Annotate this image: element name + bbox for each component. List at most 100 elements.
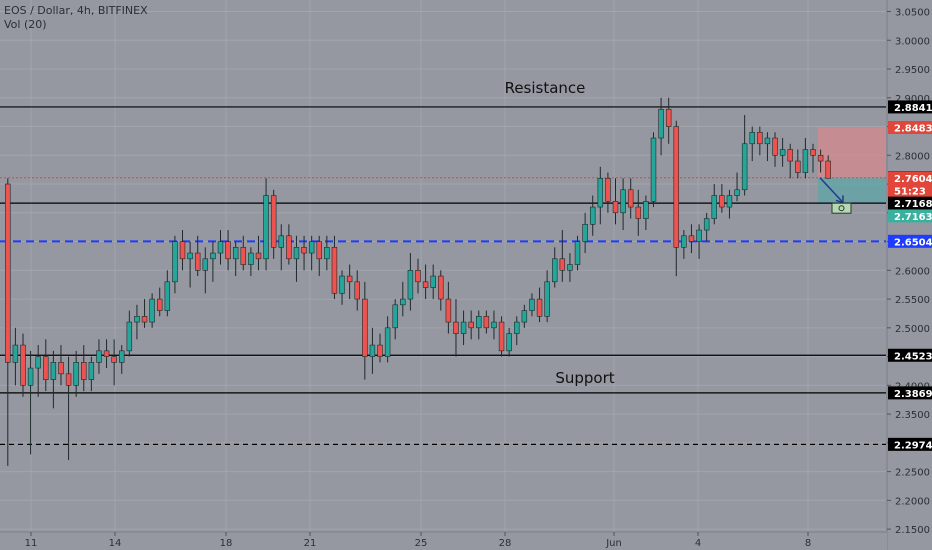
candle[interactable] <box>741 115 748 196</box>
price-label[interactable]: 2.8483 <box>888 121 932 135</box>
candle[interactable] <box>331 235 338 300</box>
candle[interactable] <box>316 235 322 277</box>
candle[interactable] <box>73 350 79 397</box>
candle[interactable] <box>779 138 786 167</box>
candle[interactable] <box>491 310 497 340</box>
candle[interactable] <box>210 241 216 282</box>
candle[interactable] <box>50 350 57 409</box>
candle[interactable] <box>703 212 710 242</box>
candle[interactable] <box>149 293 155 328</box>
candle[interactable] <box>460 310 467 346</box>
candle[interactable] <box>696 224 702 259</box>
candle[interactable] <box>232 241 239 277</box>
candle[interactable] <box>96 339 102 374</box>
candle[interactable] <box>164 270 171 317</box>
candle[interactable] <box>194 235 201 277</box>
candle[interactable] <box>544 270 550 323</box>
candle[interactable] <box>810 143 816 173</box>
volume-indicator-label[interactable]: Vol (20) <box>4 18 47 31</box>
price-label[interactable]: 2.6504 <box>888 234 932 249</box>
candle[interactable] <box>187 241 193 288</box>
candle[interactable] <box>643 195 649 231</box>
candle[interactable] <box>597 166 604 225</box>
candle[interactable] <box>673 120 680 277</box>
candle[interactable] <box>58 345 64 386</box>
candle[interactable] <box>438 270 444 311</box>
candle[interactable] <box>726 189 733 219</box>
candle[interactable] <box>362 281 368 380</box>
candle[interactable] <box>688 224 695 254</box>
candle[interactable] <box>711 184 717 225</box>
candle[interactable] <box>12 327 19 386</box>
symbol-label[interactable]: EOS / Dollar, 4h, BITFINEX <box>4 4 148 17</box>
candle[interactable] <box>795 149 801 179</box>
candle[interactable] <box>308 235 315 271</box>
candle[interactable] <box>536 287 543 323</box>
candle[interactable] <box>240 235 247 271</box>
annotation-label[interactable]: Support <box>555 369 614 387</box>
candle[interactable] <box>141 299 148 328</box>
candle[interactable] <box>749 126 755 162</box>
projection-arrow[interactable] <box>819 177 843 202</box>
candle[interactable] <box>293 235 300 282</box>
candle[interactable] <box>88 356 95 392</box>
candle[interactable] <box>324 235 330 271</box>
candle[interactable] <box>217 230 224 265</box>
candle[interactable] <box>582 212 588 254</box>
candle[interactable] <box>612 178 619 225</box>
candle[interactable] <box>339 270 345 305</box>
candle[interactable] <box>369 327 376 374</box>
candle[interactable] <box>627 178 634 219</box>
candle[interactable] <box>658 97 664 156</box>
candle[interactable] <box>248 247 254 277</box>
candle[interactable] <box>5 178 11 466</box>
candle[interactable] <box>468 310 474 340</box>
candle[interactable] <box>422 264 429 300</box>
candle[interactable] <box>506 327 512 357</box>
candle[interactable] <box>802 138 809 179</box>
candle[interactable] <box>552 247 558 288</box>
price-label[interactable]: 2.3869 <box>888 386 932 400</box>
candle[interactable] <box>172 235 178 294</box>
price-label[interactable]: 2.7163 <box>888 209 932 223</box>
candle[interactable] <box>156 287 163 317</box>
candle[interactable] <box>521 304 528 328</box>
candle[interactable] <box>483 310 490 334</box>
candle[interactable] <box>270 189 277 259</box>
candle[interactable] <box>202 247 209 294</box>
candle[interactable] <box>476 310 482 340</box>
candle[interactable] <box>430 264 436 300</box>
candle[interactable] <box>263 178 269 271</box>
candle[interactable] <box>301 235 307 271</box>
candle[interactable] <box>567 253 573 282</box>
candle[interactable] <box>757 126 763 156</box>
annotation-label[interactable]: Resistance <box>505 79 586 97</box>
candle[interactable] <box>278 224 284 271</box>
candle[interactable] <box>574 235 581 271</box>
candle[interactable] <box>179 230 186 271</box>
candle[interactable] <box>119 345 125 374</box>
candle[interactable] <box>620 178 626 231</box>
candle[interactable] <box>346 264 353 300</box>
take-profit-zone[interactable] <box>818 177 886 204</box>
candle[interactable] <box>377 333 383 363</box>
candle[interactable] <box>27 350 34 455</box>
candle[interactable] <box>445 281 452 334</box>
candle[interactable] <box>255 235 262 271</box>
candle[interactable] <box>415 258 421 294</box>
candle[interactable] <box>35 345 41 397</box>
candle[interactable] <box>665 97 672 144</box>
candle[interactable] <box>392 299 398 340</box>
candle[interactable] <box>111 339 117 386</box>
candle[interactable] <box>772 132 778 167</box>
candle[interactable] <box>43 339 49 392</box>
price-label[interactable]: 2.7604 <box>888 171 932 186</box>
candle[interactable] <box>559 230 566 282</box>
candle[interactable] <box>589 195 596 236</box>
candle[interactable] <box>65 356 72 461</box>
candle[interactable] <box>453 299 459 357</box>
candle[interactable] <box>514 316 520 346</box>
candle[interactable] <box>635 189 642 236</box>
candle[interactable] <box>354 270 360 311</box>
candle[interactable] <box>817 149 824 173</box>
